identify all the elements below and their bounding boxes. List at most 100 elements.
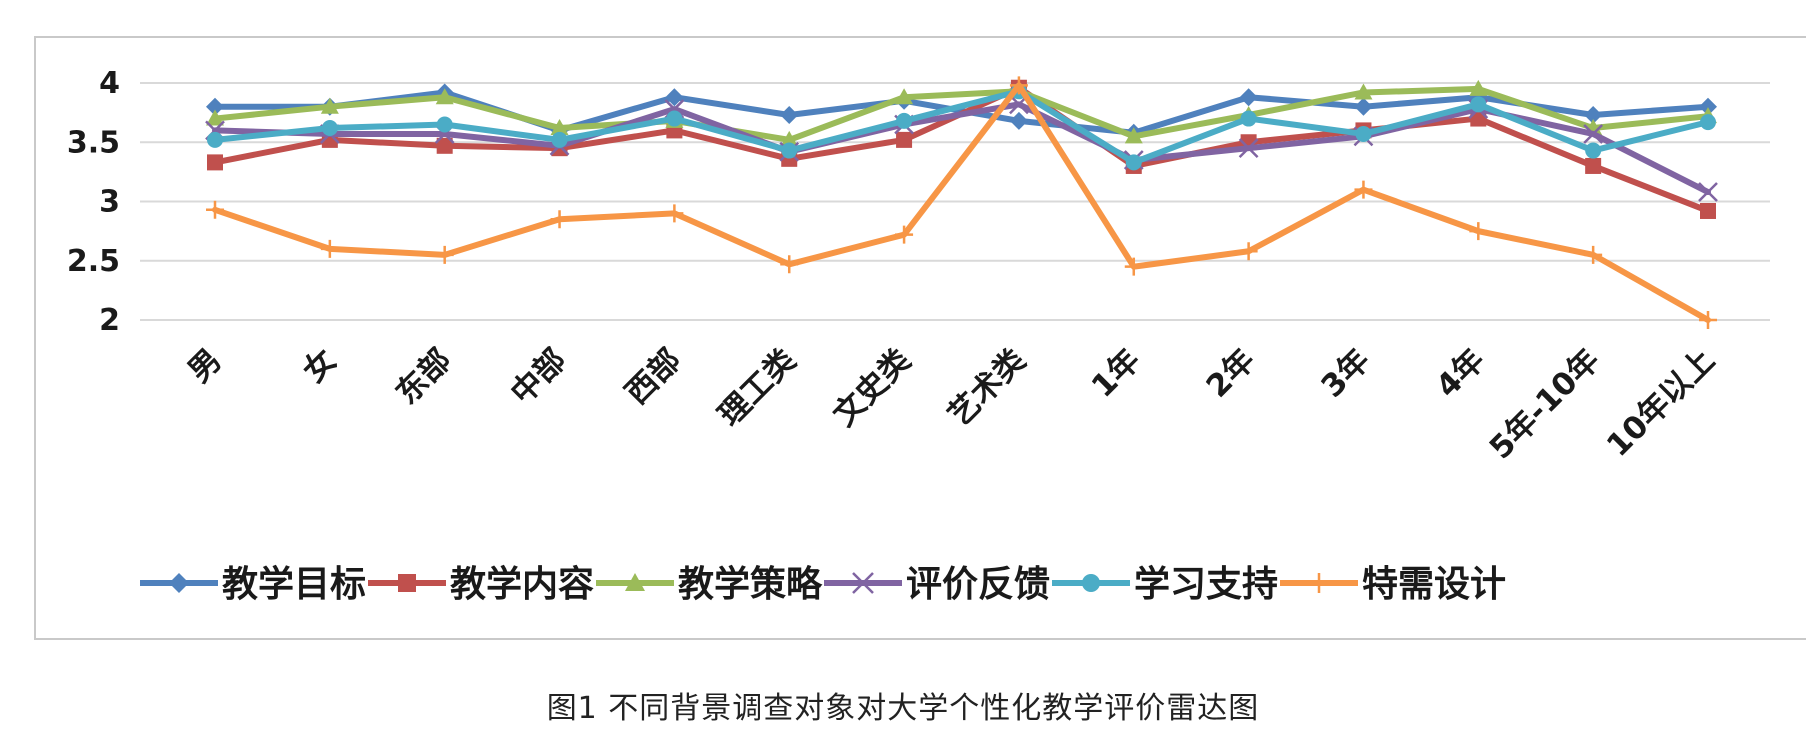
legend-label: 教学策略 <box>678 563 823 605</box>
data-point <box>1239 88 1258 107</box>
data-point <box>207 131 223 148</box>
x-tick-label: 5年-10年 <box>1483 342 1607 466</box>
legend-label: 学习支持 <box>1134 563 1278 605</box>
data-point <box>550 119 569 136</box>
x-tick-label: 女 <box>296 342 343 389</box>
data-point <box>207 154 223 171</box>
legend-item: 教学策略 <box>596 563 823 605</box>
data-point <box>1469 222 1488 241</box>
legend-marker <box>169 573 189 593</box>
data-point <box>1354 97 1373 116</box>
data-point <box>321 120 338 137</box>
x-tick-label: 4年 <box>1429 342 1492 405</box>
data-point <box>436 137 453 154</box>
y-tick-label: 2.5 <box>67 244 120 279</box>
data-point <box>206 200 224 219</box>
legend-marker <box>1082 574 1100 592</box>
data-point <box>1584 105 1603 124</box>
data-point <box>1699 97 1717 116</box>
data-point <box>1354 83 1373 100</box>
legend-label: 特需设计 <box>1362 564 1506 605</box>
legend-marker <box>625 573 645 591</box>
legend-marker <box>398 574 416 592</box>
y-tick-label: 2 <box>99 303 120 338</box>
x-axis-ticks: 男 女东部 中部 西部 理工类 文史类 艺术类 1年 2年 3年 4年5年-10年10年以上 <box>181 342 1721 466</box>
data-point <box>1470 96 1487 113</box>
y-tick-label: 4 <box>99 66 120 101</box>
data-point <box>780 130 799 147</box>
data-point <box>896 131 913 148</box>
x-tick-label: 1年 <box>1085 342 1148 405</box>
data-point <box>1700 114 1716 131</box>
figure-caption: 图1 不同背景调查对象对大学个性化教学评价雷达图 <box>546 691 1260 726</box>
x-tick-label: 中部 <box>504 342 573 411</box>
x-tick-label: 东部 <box>389 342 458 411</box>
data-point <box>781 142 798 159</box>
data-point <box>1583 124 1604 144</box>
legend: 教学目标 教学内容 教学策略 评价反馈 学习支持 特需设计 <box>140 563 1506 605</box>
data-point <box>895 88 914 105</box>
data-point <box>206 97 224 116</box>
data-point <box>665 88 684 107</box>
y-tick-label: 3.5 <box>67 125 120 160</box>
legend-label: 评价反馈 <box>906 564 1050 605</box>
x-tick-label: 理工类 <box>712 342 803 433</box>
legend-item: 教学目标 <box>140 563 366 605</box>
data-point <box>1698 182 1718 202</box>
legend-label: 教学内容 <box>450 563 594 605</box>
data-point <box>1699 311 1717 329</box>
data-point <box>1009 111 1028 130</box>
x-tick-label: 10年以上 <box>1600 342 1722 464</box>
data-point <box>1124 257 1143 276</box>
y-tick-label: 3 <box>99 185 120 220</box>
legend-marker <box>1309 573 1329 593</box>
data-point <box>895 225 914 244</box>
data-point <box>1584 245 1603 264</box>
data-point <box>320 239 339 258</box>
data-point <box>1700 202 1716 219</box>
data-point <box>780 255 799 274</box>
data-point <box>1239 242 1258 261</box>
legend-item: 评价反馈 <box>824 564 1050 605</box>
series-line <box>212 85 1711 143</box>
series-lines <box>205 76 1718 329</box>
line-chart: 4 3.5 3 2.5 2 男 女东部 中部 西部 理工类 文史类 艺术类 1年 2年 3年 4年5年-10… <box>67 66 1770 605</box>
data-point <box>1125 154 1142 171</box>
data-point <box>896 112 913 129</box>
series-6 <box>206 76 1717 329</box>
data-point <box>1009 76 1028 95</box>
y-axis-ticks: 4 3.5 3 2.5 2 <box>67 66 120 338</box>
x-tick-label: 艺术类 <box>941 342 1032 433</box>
legend-item: 特需设计 <box>1280 564 1506 605</box>
series-line <box>212 82 1711 323</box>
data-point <box>435 245 454 264</box>
data-point <box>1238 138 1259 159</box>
data-point <box>1469 79 1488 96</box>
data-point <box>206 109 224 126</box>
data-point <box>436 116 453 133</box>
data-point <box>1585 142 1602 159</box>
legend-marker <box>852 572 874 594</box>
x-tick-label: 3年 <box>1314 342 1377 405</box>
data-point <box>1354 180 1373 199</box>
data-point <box>320 97 339 114</box>
data-point <box>665 204 684 223</box>
series-line <box>212 101 1711 196</box>
data-point <box>666 110 683 127</box>
data-point <box>551 131 568 148</box>
data-point <box>1124 127 1143 144</box>
legend-item: 教学内容 <box>368 563 594 605</box>
series-line <box>212 88 1711 166</box>
data-point <box>1240 110 1257 127</box>
data-point <box>1585 157 1602 174</box>
x-tick-label: 2年 <box>1200 342 1263 405</box>
legend-item: 学习支持 <box>1052 563 1278 605</box>
data-point <box>435 88 454 105</box>
x-tick-label: 男 <box>181 342 228 389</box>
x-tick-label: 西部 <box>619 342 688 411</box>
data-point <box>1355 125 1372 142</box>
x-tick-label: 文史类 <box>827 342 918 433</box>
series-5 <box>207 83 1716 171</box>
legend-label: 教学目标 <box>222 563 366 605</box>
data-point <box>550 210 569 229</box>
